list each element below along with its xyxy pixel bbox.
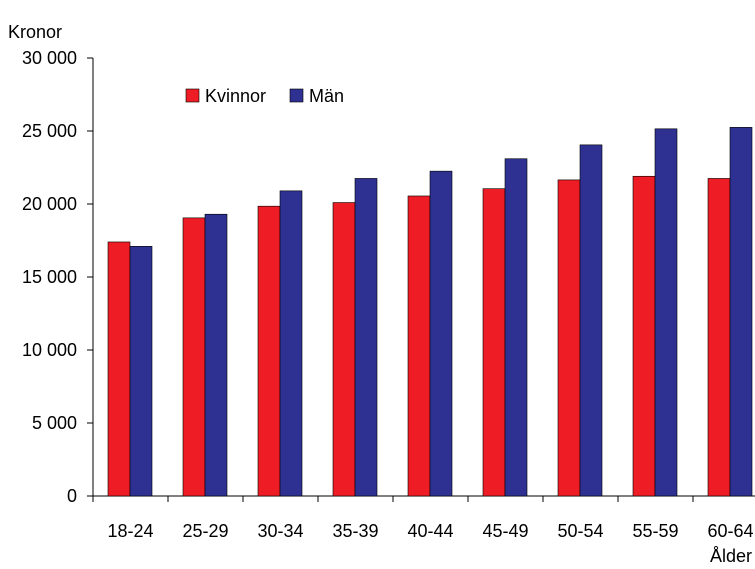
bar-kvinnor-25-29 <box>182 217 206 497</box>
bar-man-55-59 <box>654 128 678 497</box>
bar-kvinnor-30-34 <box>257 205 281 497</box>
bar-man-40-44 <box>429 170 453 497</box>
legend-label: Kvinnor <box>205 86 266 106</box>
y-tick-label: 20 000 <box>22 194 77 214</box>
bar-kvinnor-45-49 <box>482 188 506 497</box>
bar-man-35-39 <box>354 178 378 497</box>
x-tick-label: 18-24 <box>107 521 153 541</box>
y-tick-labels: 0 5 000 10 000 15 000 20 000 25 000 30 000 <box>22 48 77 506</box>
x-tick-label: 35-39 <box>332 521 378 541</box>
bar-man-60-64 <box>729 127 753 497</box>
bar-kvinnor-55-59 <box>632 175 656 497</box>
y-axis-label: Kronor <box>8 22 62 42</box>
x-tick-label: 55-59 <box>632 521 678 541</box>
y-tick-label: 15 000 <box>22 267 77 287</box>
bar-man-30-34 <box>279 190 303 497</box>
legend-swatch <box>289 88 304 103</box>
bar-man-25-29 <box>204 213 228 497</box>
y-tick-label: 0 <box>67 486 77 506</box>
x-tick-label: 40-44 <box>407 521 453 541</box>
bar-man-50-54 <box>579 144 603 497</box>
x-tick-label: 45-49 <box>482 521 528 541</box>
x-axis-label: Ålder <box>710 546 752 566</box>
y-tick-label: 5 000 <box>32 413 77 433</box>
y-tick-label: 25 000 <box>22 121 77 141</box>
bar-man-45-49 <box>504 158 528 497</box>
x-tick-labels: 18-24 25-29 30-34 35-39 40-44 45-49 50-54 55-59… <box>107 521 753 541</box>
bars <box>107 127 753 497</box>
x-tick-label: 50-54 <box>557 521 603 541</box>
legend-label: Män <box>309 86 344 106</box>
y-tick-label: 10 000 <box>22 340 77 360</box>
x-tick-label: 30-34 <box>257 521 303 541</box>
legend: Kvinnor Män <box>185 86 344 106</box>
bar-kvinnor-35-39 <box>332 202 356 497</box>
legend-swatch <box>185 88 200 103</box>
bar-kvinnor-40-44 <box>407 195 431 497</box>
x-tick-label: 25-29 <box>182 521 228 541</box>
bar-kvinnor-60-64 <box>707 178 731 497</box>
x-tick-label: 60-64 <box>707 521 753 541</box>
bar-kvinnor-18-24 <box>107 241 131 497</box>
bar-man-18-24 <box>129 246 153 497</box>
y-tick-label: 30 000 <box>22 48 77 68</box>
bar-kvinnor-50-54 <box>557 179 581 497</box>
